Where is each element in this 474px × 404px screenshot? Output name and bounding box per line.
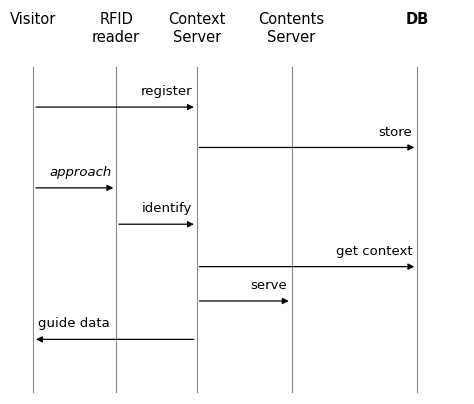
Text: Context
Server: Context Server: [168, 12, 226, 44]
Text: identify: identify: [142, 202, 192, 215]
Text: Contents
Server: Contents Server: [258, 12, 325, 44]
Text: Visitor: Visitor: [10, 12, 56, 27]
Text: guide data: guide data: [38, 318, 109, 330]
Text: DB: DB: [405, 12, 429, 27]
Text: RFID
reader: RFID reader: [92, 12, 140, 44]
Text: register: register: [140, 85, 192, 98]
Text: get context: get context: [336, 245, 412, 258]
Text: approach: approach: [49, 166, 111, 179]
Text: store: store: [379, 126, 412, 139]
Text: serve: serve: [250, 279, 287, 292]
